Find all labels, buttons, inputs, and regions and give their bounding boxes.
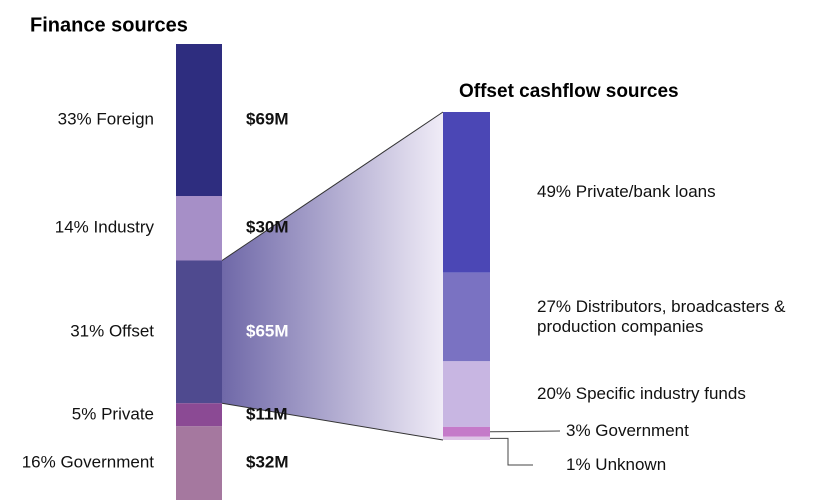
amount-label: $11M [246, 404, 288, 423]
segment-label: 14% Industry [55, 218, 155, 237]
bar-segment [443, 361, 490, 427]
amount-label: $65M [246, 321, 289, 340]
segment-label: 20% Specific industry funds [537, 384, 746, 404]
segment-label: 27% Distributors, broadcasters & product… [537, 297, 786, 336]
segment-label: 5% Private [72, 404, 154, 423]
right-title: Offset cashflow sources [459, 81, 679, 102]
connector-edge [221, 111, 444, 261]
segment-label: 1% Unknown [566, 455, 667, 474]
bar-segment [176, 426, 222, 500]
amount-label: $32M [246, 453, 289, 472]
bar-segment [443, 436, 490, 440]
bar-segment [443, 112, 490, 273]
bar-segment [443, 272, 490, 362]
left-title: Finance sources [30, 14, 188, 36]
bar-segment [443, 426, 490, 437]
leader-line [490, 437, 533, 466]
bar-segment [176, 44, 222, 196]
segment-label: 49% Private/bank loans [537, 182, 716, 202]
segment-label: 33% Foreign [58, 109, 154, 128]
bar-segment [176, 260, 222, 404]
segment-label: 3% Government [566, 421, 689, 440]
segment-label: 16% Government [22, 453, 155, 472]
bar-segment [176, 403, 222, 427]
connector [222, 112, 443, 440]
amount-label: $30M [246, 218, 289, 237]
amount-label: $69M [246, 109, 289, 128]
connector-edge [221, 402, 444, 441]
bar-segment [176, 196, 222, 261]
leader-line [489, 430, 561, 433]
segment-label: 31% Offset [70, 321, 154, 340]
